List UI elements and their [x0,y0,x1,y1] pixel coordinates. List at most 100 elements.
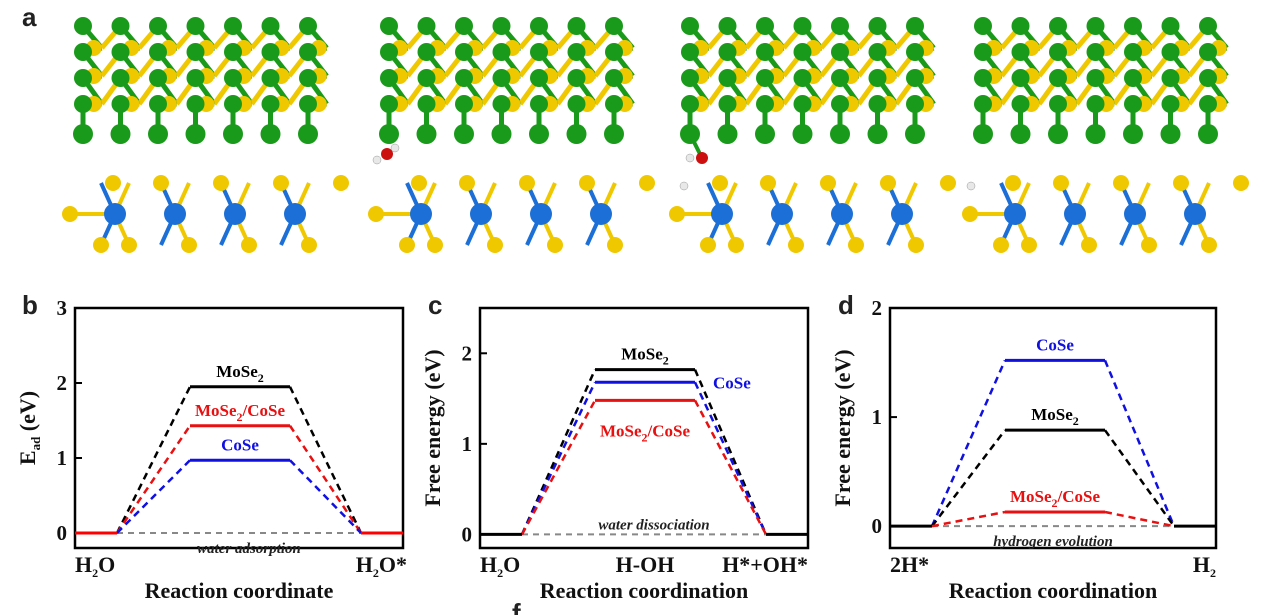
co-atom [1086,69,1105,87]
series-fall [1103,359,1176,527]
series-fall [693,369,768,535]
series-label-sub: 2 [1052,496,1058,510]
co-atom [74,69,92,87]
co-atom [718,43,737,61]
co-atom [1198,124,1218,144]
co-atom [906,43,924,61]
co-atom [224,95,242,113]
co-atom [718,17,737,35]
state-label-base: H [75,552,92,577]
series-label: MoSe2/CoSe [1010,487,1101,510]
co-atom [299,69,317,87]
series-fall [1103,429,1176,527]
mo-atom [470,203,492,225]
se-atom [940,175,956,191]
co-atom [1049,17,1067,35]
y-tick-label: 0 [57,521,68,545]
series-label: CoSe [713,373,751,392]
structure-2 [368,17,655,253]
se-atom [639,175,655,191]
series-fall [288,425,363,534]
state-label: H2O [480,552,520,580]
series-rise [116,459,191,534]
co-atom [186,17,205,35]
panel-label-b: b [22,290,38,320]
co-atom [530,17,548,35]
co-atom [1049,69,1067,87]
co-atom [298,124,318,144]
co-atom [223,124,243,144]
co-atom [379,124,399,144]
series-label-base: MoSe [1010,487,1052,506]
state-label: H2 [1193,552,1216,580]
reaction-annotation: water dissociation [598,517,709,533]
co-atom [1199,69,1217,87]
co-atom [1011,69,1030,87]
se-atom [368,206,384,222]
y-tick-label: 2 [57,371,68,395]
se-atom [411,175,427,191]
co-atom [868,95,887,113]
co-atom [261,17,280,35]
co-atom [380,17,398,35]
mo-atom [1064,203,1086,225]
co-atom [868,43,887,61]
mo-atom [1184,203,1206,225]
co-atom [74,95,92,113]
se-atom [1053,175,1069,191]
co-atom [831,17,849,35]
co-atom [186,95,205,113]
y-tick-label: 2 [872,296,883,320]
co-atom [605,95,623,113]
series-label-sub: 2 [1073,414,1079,428]
series-label-tail: /CoSe [647,421,691,440]
series-fall [289,459,362,534]
series-label-base: MoSe [195,401,237,420]
co-atom [455,69,473,87]
se-atom [1021,237,1037,253]
se-atom [1005,175,1021,191]
y-axis-label: Free energy (eV) [830,349,855,506]
co-atom [567,95,586,113]
co-atom [299,17,317,35]
panel-label-f: f [512,598,521,615]
state-label: H*+OH* [722,552,808,577]
co-atom [681,17,699,35]
mo-atom [410,203,432,225]
co-atom [455,95,473,113]
co-atom [1123,124,1143,144]
co-atom [73,124,93,144]
reaction-annotation: water adsorption [197,541,301,557]
plot-frame [73,306,405,550]
co-atom [793,17,812,35]
co-atom [567,69,586,87]
o-atom [696,152,708,164]
co-atom [756,17,774,35]
co-atom [380,43,398,61]
co-atom [185,124,206,144]
y-axis-label: Ead (eV) [15,391,43,465]
mo-atom [284,203,306,225]
atomic-structures [62,17,1249,253]
co-atom [906,69,924,87]
series-label-base: MoSe [216,362,258,381]
h-atom [679,181,689,191]
se-atom [1081,237,1097,253]
se-atom [181,237,197,253]
series-label-tail: /CoSe [1057,487,1101,506]
plot-frame [888,306,1218,550]
structure-4 [962,17,1249,253]
co-atom [492,69,511,87]
co-atom [1048,124,1068,144]
series-2 [520,398,768,536]
co-atom [530,43,548,61]
mo-atom [1124,203,1146,225]
se-atom [1141,237,1157,253]
y-axis-label-unit: (eV) [15,391,40,437]
co-atom [530,69,548,87]
co-atom [1199,43,1217,61]
state-label: H-OH [616,552,675,577]
series-label: MoSe2 [621,345,669,368]
series-label-base: CoSe [1036,335,1074,354]
